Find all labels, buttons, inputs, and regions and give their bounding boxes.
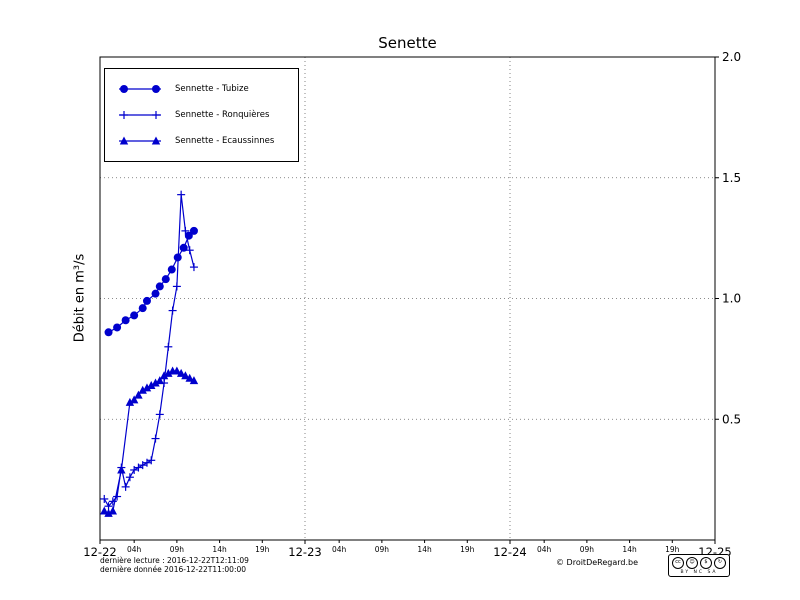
last-data-text: dernière donnée 2016-12-22T11:00:00 (100, 565, 247, 574)
x-minor-tick-label: 14h (417, 545, 432, 554)
legend-label: Sennette - Ecaussinnes (175, 136, 275, 146)
cc-icons-row: cc ☺ $ ↻ (672, 556, 726, 569)
series-tubize (104, 226, 198, 337)
non-commercial-icon: $ (700, 556, 712, 569)
x-minor-tick-label: 14h (622, 545, 637, 554)
plus-marker-icon (119, 111, 161, 119)
y-tick-label: 1.5 (722, 171, 741, 185)
circle-marker-icon (119, 85, 161, 93)
x-minor-tick-label: 19h (255, 545, 270, 554)
copyright-text: © DroitDeRegard.be (556, 558, 639, 567)
cc-license-badge[interactable]: cc ☺ $ ↻ BY NC SA (668, 554, 730, 577)
x-major-tick-label: 12-24 (493, 545, 526, 559)
chart-title: Senette (378, 34, 437, 52)
attribution-icon: ☺ (686, 556, 698, 569)
x-minor-tick-label: 04h (127, 545, 142, 554)
triangle-marker-icon (119, 136, 161, 145)
legend: Sennette - Tubize Sennette - Ronquières Se… (104, 68, 300, 162)
x-minor-tick-label: 14h (212, 545, 227, 554)
x-minor-tick-label: 19h (665, 545, 680, 554)
legend-item-tubize: Sennette - Tubize (115, 76, 288, 102)
x-major-tick-label: 12-23 (288, 545, 321, 559)
x-minor-tick-label: 09h (170, 545, 185, 554)
y-tick-label: 2.0 (722, 50, 741, 64)
cc-license-label: BY NC SA (680, 569, 718, 575)
series-ecaussinnes (100, 366, 199, 517)
legend-label: Sennette - Ronquières (175, 110, 270, 120)
x-major-tick-label: 12-22 (83, 545, 116, 559)
legend-item-ecaussinnes: Sennette - Ecaussinnes (115, 128, 288, 154)
cc-icon: cc (672, 556, 684, 569)
last-reading-text: dernière lecture : 2016-12-22T12:11:09 (100, 556, 249, 565)
x-minor-tick-label: 04h (537, 545, 552, 554)
x-minor-tick-label: 04h (332, 545, 347, 554)
legend-item-ronquieres: Sennette - Ronquières (115, 102, 288, 128)
footer-info: dernière lecture : 2016-12-22T12:11:09 d… (100, 556, 249, 574)
legend-label: Sennette - Tubize (175, 84, 249, 94)
y-axis-right: 0.5 1.0 1.5 2.0 (715, 50, 741, 426)
share-alike-icon: ↻ (714, 556, 726, 569)
y-tick-label: 0.5 (722, 412, 741, 426)
y-tick-label: 1.0 (722, 292, 741, 306)
x-minor-tick-label: 09h (580, 545, 595, 554)
x-minor-tick-label: 19h (460, 545, 475, 554)
x-minor-tick-label: 09h (375, 545, 390, 554)
gridlines (100, 57, 715, 540)
series-ronquieres (100, 190, 198, 511)
